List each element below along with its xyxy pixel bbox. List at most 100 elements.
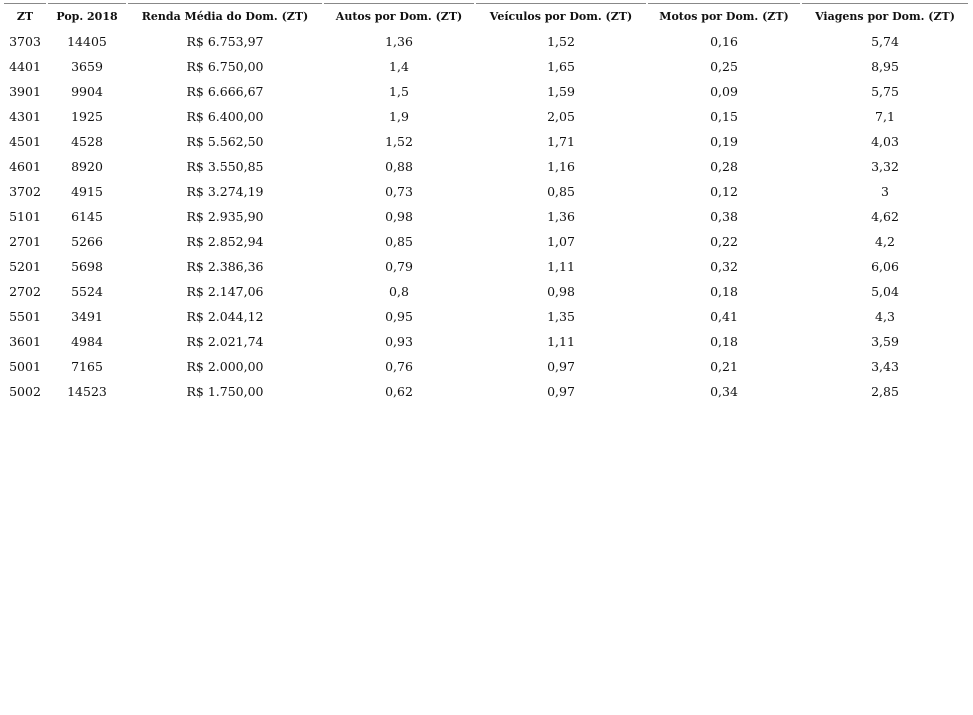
table-cell: R$ 2.044,12 [186, 309, 264, 324]
table-cell: R$ 2.386,36 [186, 259, 264, 274]
table-cell: 9904 [71, 84, 103, 99]
table-cell: 4,3 [875, 309, 895, 324]
column-header: Autos por Dom. (ZT) [324, 3, 474, 29]
table-cell: 6145 [71, 209, 103, 224]
table-cell: 0,15 [710, 109, 738, 124]
table-cell: 1,35 [547, 309, 575, 324]
table-cell: 2702 [9, 284, 41, 299]
table-cell: 0,93 [385, 334, 413, 349]
table-cell: 5002 [9, 384, 41, 399]
table-cell: 0,41 [710, 309, 738, 324]
table-cell: 1,07 [547, 234, 575, 249]
table-cell: 2,85 [871, 384, 899, 399]
table-cell: 14405 [67, 34, 107, 49]
table-cell: 5,75 [871, 84, 899, 99]
table-cell: 3659 [71, 59, 103, 74]
table-cell: 0,97 [547, 384, 575, 399]
table-cell: 0,21 [710, 359, 738, 374]
table-cell: 1,4 [389, 59, 409, 74]
table-cell: 4915 [71, 184, 103, 199]
table-cell: 0,62 [385, 384, 413, 399]
table-cell: 1,71 [547, 134, 575, 149]
table-cell: 4,03 [871, 134, 899, 149]
table-cell: 0,18 [710, 284, 738, 299]
table-row: 4501 4528 R$ 5.562,50 1,52 1,71 0,19 4,03 [4, 129, 968, 154]
table-cell: 5001 [9, 359, 41, 374]
column-header: Pop. 2018 [48, 3, 126, 29]
table-cell: 3,43 [871, 359, 899, 374]
table-row: 5001 7165 R$ 2.000,00 0,76 0,97 0,21 3,43 [4, 354, 968, 379]
table-cell: 5,74 [871, 34, 899, 49]
table-cell: 0,95 [385, 309, 413, 324]
data-table: ZT Pop. 2018 Renda Média do Dom. (ZT) Autos… [2, 3, 970, 404]
table-row: 3901 9904 R$ 6.666,67 1,5 1,59 0,09 5,75 [4, 79, 968, 104]
table-cell: 0,16 [710, 34, 738, 49]
table-cell: R$ 6.400,00 [186, 109, 264, 124]
table-cell: 0,97 [547, 359, 575, 374]
table-cell: 5501 [9, 309, 41, 324]
table-cell: 2,05 [547, 109, 575, 124]
table-cell: 3702 [9, 184, 41, 199]
table-cell: 7,1 [875, 109, 895, 124]
table-cell: 3491 [71, 309, 103, 324]
table-cell: 1,65 [547, 59, 575, 74]
table-row: 5101 6145 R$ 2.935,90 0,98 1,36 0,38 4,62 [4, 204, 968, 229]
table-row: 2701 5266 R$ 2.852,94 0,85 1,07 0,22 4,2 [4, 229, 968, 254]
column-header: Viagens por Dom. (ZT) [802, 3, 968, 29]
table-cell: 3601 [9, 334, 41, 349]
table-cell: 1,52 [385, 134, 413, 149]
header-row: ZT Pop. 2018 Renda Média do Dom. (ZT) Autos… [4, 3, 968, 29]
table-row: 5002 14523 R$ 1.750,00 0,62 0,97 0,34 2,85 [4, 379, 968, 404]
table-cell: 6,06 [871, 259, 899, 274]
table-cell: 1,9 [389, 109, 409, 124]
table-row: 3601 4984 R$ 2.021,74 0,93 1,11 0,18 3,59 [4, 329, 968, 354]
table-cell: 4,62 [871, 209, 899, 224]
table-cell: 5,04 [871, 284, 899, 299]
column-header: Veículos por Dom. (ZT) [476, 3, 646, 29]
table-cell: 0,12 [710, 184, 738, 199]
table-row: 5201 5698 R$ 2.386,36 0,79 1,11 0,32 6,06 [4, 254, 968, 279]
table-cell: 1,5 [389, 84, 409, 99]
table-cell: R$ 6.753,97 [186, 34, 264, 49]
table-cell: 5698 [71, 259, 103, 274]
table-cell: 3,32 [871, 159, 899, 174]
table-cell: 0,28 [710, 159, 738, 174]
table-cell: 3 [881, 184, 889, 199]
table-cell: 0,76 [385, 359, 413, 374]
table-cell: 1,11 [547, 334, 575, 349]
table-cell: R$ 6.666,67 [186, 84, 264, 99]
table-cell: 0,25 [710, 59, 738, 74]
table-cell: 0,09 [710, 84, 738, 99]
table-cell: 4401 [9, 59, 41, 74]
table-cell: R$ 3.550,85 [186, 159, 264, 174]
table-cell: R$ 2.852,94 [186, 234, 264, 249]
table-cell: 5201 [9, 259, 41, 274]
table-cell: 8920 [71, 159, 103, 174]
table-cell: 0,38 [710, 209, 738, 224]
table-row: 3702 4915 R$ 3.274,19 0,73 0,85 0,12 3 [4, 179, 968, 204]
table-cell: 0,18 [710, 334, 738, 349]
table-cell: 1,36 [385, 34, 413, 49]
table-cell: 5524 [71, 284, 103, 299]
table-cell: 2701 [9, 234, 41, 249]
table-cell: R$ 1.750,00 [186, 384, 264, 399]
table-cell: 4501 [9, 134, 41, 149]
table-cell: R$ 2.147,06 [186, 284, 264, 299]
table-cell: 5101 [9, 209, 41, 224]
table-cell: 1,59 [547, 84, 575, 99]
table-cell: 0,73 [385, 184, 413, 199]
table-cell: 7165 [71, 359, 103, 374]
table-cell: 0,79 [385, 259, 413, 274]
table-cell: 4984 [71, 334, 103, 349]
table-cell: 3,59 [871, 334, 899, 349]
table-row: 5501 3491 R$ 2.044,12 0,95 1,35 0,41 4,3 [4, 304, 968, 329]
table-cell: 1,36 [547, 209, 575, 224]
table-cell: 0,88 [385, 159, 413, 174]
table-cell: 4601 [9, 159, 41, 174]
table-cell: 4,2 [875, 234, 895, 249]
table-cell: 3703 [9, 34, 41, 49]
table-row: 2702 5524 R$ 2.147,06 0,8 0,98 0,18 5,04 [4, 279, 968, 304]
table-cell: 0,98 [547, 284, 575, 299]
table-cell: 0,85 [385, 234, 413, 249]
